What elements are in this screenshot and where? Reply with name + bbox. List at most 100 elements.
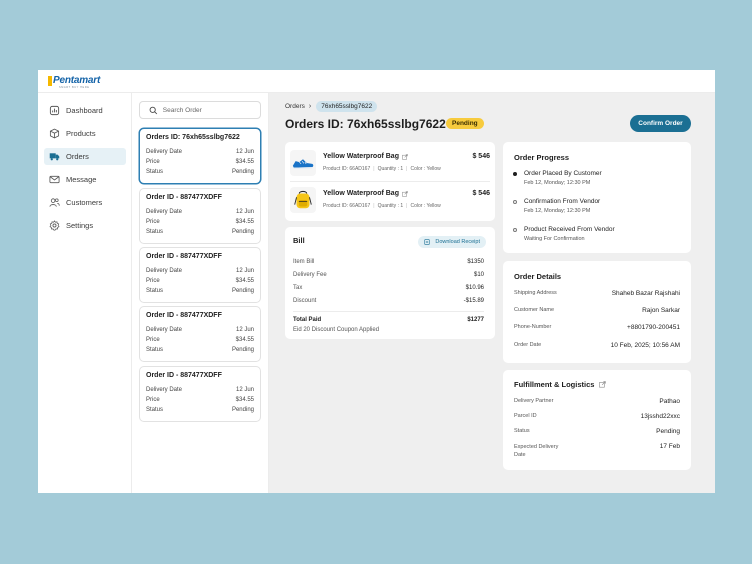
logistics-panel: Fulfillment & Logistics Delivery Partner… [503,370,691,470]
confirm-order-button[interactable]: Confirm Order [630,115,691,132]
sidebar-item-orders[interactable]: Orders [44,148,126,165]
detail-label: Shipping Address [514,290,557,296]
order-card-row: Status Pending [146,169,254,175]
progress-title: Order Progress [514,153,570,162]
order-card-row: Price $34.55 [146,337,254,343]
sidebar-item-label: Customers [66,198,103,207]
top-bar: Pentamart SMART BUY HERE [38,70,715,93]
step-label: Product Received From Vendor [524,226,615,233]
breadcrumb-separator: › [308,103,312,110]
shoe-icon [292,159,314,169]
meta-separator: | [373,166,375,172]
truck-icon [48,151,60,163]
sidebar-item-label: Message [66,175,97,184]
bill-row: Delivery Fee $10 [293,272,484,278]
bill-total-value: $1277 [467,317,484,323]
order-card-row: Delivery Date 12 Jun [146,268,254,274]
order-card-label: Status [146,407,164,413]
order-card-row: Price $34.55 [146,278,254,284]
order-card-selected[interactable]: Orders ID: 76xh65sslbg7622 Delivery Date… [139,128,261,184]
order-card-value: Pending [231,169,254,175]
bill-row: Item Bill $1350 [293,259,484,265]
external-link-icon[interactable] [599,381,607,388]
order-card-label: Status [146,169,164,175]
order-card-value: $34.55 [235,337,254,343]
bill-total-label: Total Paid [293,317,322,323]
order-card-value: $34.55 [235,219,254,225]
logistics-row: Expected Delivery Date 17 Feb [514,443,680,459]
gear-icon [48,220,60,232]
sidebar-item-settings[interactable]: Settings [44,217,126,234]
product-thumbnail [290,150,316,176]
product-quantity: Quantity : 1 [377,166,404,172]
bill-row-label: Item Bill [293,259,315,265]
box-icon [48,128,60,140]
breadcrumb: Orders › 76xh65sslbg7622 [285,101,378,112]
order-card-label: Status [146,229,164,235]
sidebar-item-label: Orders [66,152,89,161]
order-card-value: $34.55 [235,278,254,284]
detail-value: 10 Feb, 2025; 10:56 AM [610,342,680,349]
order-list-panel: Orders ID: 76xh65sslbg7622 Delivery Date… [132,93,269,493]
order-card[interactable]: Order ID - 887477XDFF Delivery Date 12 Ju… [139,247,261,303]
order-card-row: Status Pending [146,288,254,294]
order-card-row: Price $34.55 [146,159,254,165]
order-detail-main: Orders › 76xh65sslbg7622 Orders ID: 76xh… [269,93,715,493]
order-card-value: 12 Jun [235,268,254,274]
logistics-label: Status [514,428,530,434]
order-progress-panel: Order Progress Order Placed By Customer … [503,142,691,253]
logistics-label: Delivery Partner [514,398,554,404]
sidebar-item-products[interactable]: Products [44,125,126,142]
order-card[interactable]: Order ID - 887477XDFF Delivery Date 12 Ju… [139,188,261,244]
order-card-title: Order ID - 887477XDFF [146,253,222,260]
detail-label: Order Date [514,342,542,348]
bill-row-label: Discount [293,298,317,304]
step-subtext: Feb 12, Monday; 12:30 PM [524,180,591,186]
external-link-icon[interactable] [402,190,408,197]
meta-separator: | [406,203,408,209]
meta-separator: | [373,203,375,209]
product-id: Product ID: 66AD167 [323,166,371,172]
logistics-label: Parcel ID [514,413,537,419]
order-card[interactable]: Order ID - 887477XDFF Delivery Date 12 Ju… [139,306,261,362]
download-receipt-button[interactable]: Download Receipt [418,236,486,248]
step-pending-icon [513,228,517,232]
sidebar-item-dashboard[interactable]: Dashboard [44,102,126,119]
search-input[interactable] [162,106,260,114]
product-thumbnail [290,187,316,213]
detail-label: Customer Name [514,307,555,313]
product-price: $ 546 [472,190,490,197]
dashboard-icon [48,105,60,117]
logistics-row: Parcel ID 13jsshd22xxc [514,413,680,420]
bill-row-label: Delivery Fee [293,272,327,278]
logistics-value: Pending [656,428,680,435]
product-row[interactable]: Yellow Waterproof Bag Product ID: 66AD16… [290,148,490,178]
users-icon [48,197,60,209]
search-box[interactable] [139,101,261,119]
divider [290,181,490,182]
logistics-value: 13jsshd22xxc [640,413,680,420]
order-card-value: 12 Jun [235,387,254,393]
receipt-icon [424,239,430,245]
product-name-text: Yellow Waterproof Bag [323,190,399,197]
product-row[interactable]: Yellow Waterproof Bag Product ID: 66AD16… [290,185,490,215]
sidebar-item-message[interactable]: Message [44,171,126,188]
order-card-title: Orders ID: 76xh65sslbg7622 [146,134,240,141]
order-card[interactable]: Order ID - 887477XDFF Delivery Date 12 Ju… [139,366,261,422]
brand-tagline: SMART BUY HERE [59,86,90,89]
order-card-label: Delivery Date [146,149,183,155]
order-card-row: Delivery Date 12 Jun [146,209,254,215]
coupon-note: Eid 20 Discount Coupon Applied [293,327,380,333]
order-card-row: Delivery Date 12 Jun [146,387,254,393]
order-card-label: Delivery Date [146,327,183,333]
order-card-title: Order ID - 887477XDFF [146,312,222,319]
order-card-row: Status Pending [146,229,254,235]
breadcrumb-root[interactable]: Orders [285,103,305,110]
mail-icon [48,174,60,186]
external-link-icon[interactable] [402,153,408,160]
brand-logo[interactable]: Pentamart SMART BUY HERE [48,75,100,89]
breadcrumb-current: 76xh65sslbg7622 [316,101,378,112]
sidebar-item-customers[interactable]: Customers [44,194,126,211]
bill-row: Tax $10.96 [293,285,484,291]
order-details-panel: Order Details Shipping Address Shaheb Baz… [503,261,691,363]
